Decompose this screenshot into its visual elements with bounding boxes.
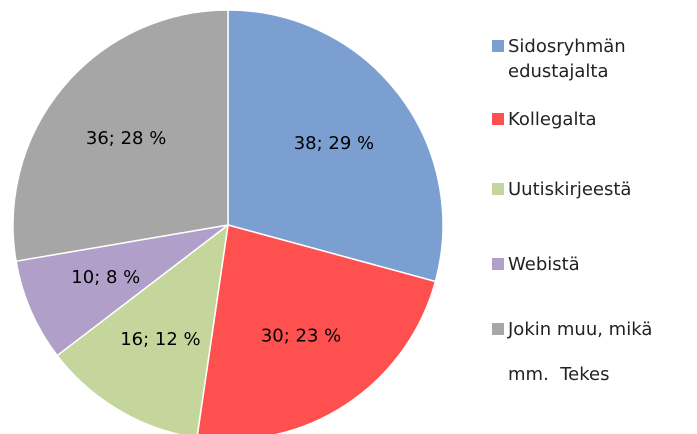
legend-item: Webistä [492,252,697,277]
legend-label: Jokin muu, mikä mm. Tekes [508,319,659,385]
legend-label: Webistä [508,254,580,275]
legend-swatch [492,113,504,125]
pie-slice [56,223,230,434]
legend-item: Sidosryhmän edustajalta [492,34,697,84]
data-label: 16; 12 % [120,329,200,350]
pie-slice [12,9,229,263]
pie-slice [15,224,229,357]
pie-slice [196,224,437,434]
legend-item: Kollegalta [492,107,697,132]
legend-label: Sidosryhmän edustajalta [508,36,632,82]
legend-item: Jokin muu, mikä mm. Tekes [492,307,697,397]
legend-label: Kollegalta [508,109,597,130]
legend-swatch [492,183,504,195]
data-label: 36; 28 % [86,128,166,149]
legend-swatch [492,323,504,335]
pie-slice [227,9,444,283]
data-label: 30; 23 % [261,326,341,347]
legend-swatch [492,40,504,52]
legend-item: Uutiskirjeestä [492,177,697,202]
legend-label: Uutiskirjeestä [508,179,632,200]
legend-swatch [492,258,504,270]
data-label: 38; 29 % [294,133,374,154]
data-label: 10; 8 % [71,267,140,288]
